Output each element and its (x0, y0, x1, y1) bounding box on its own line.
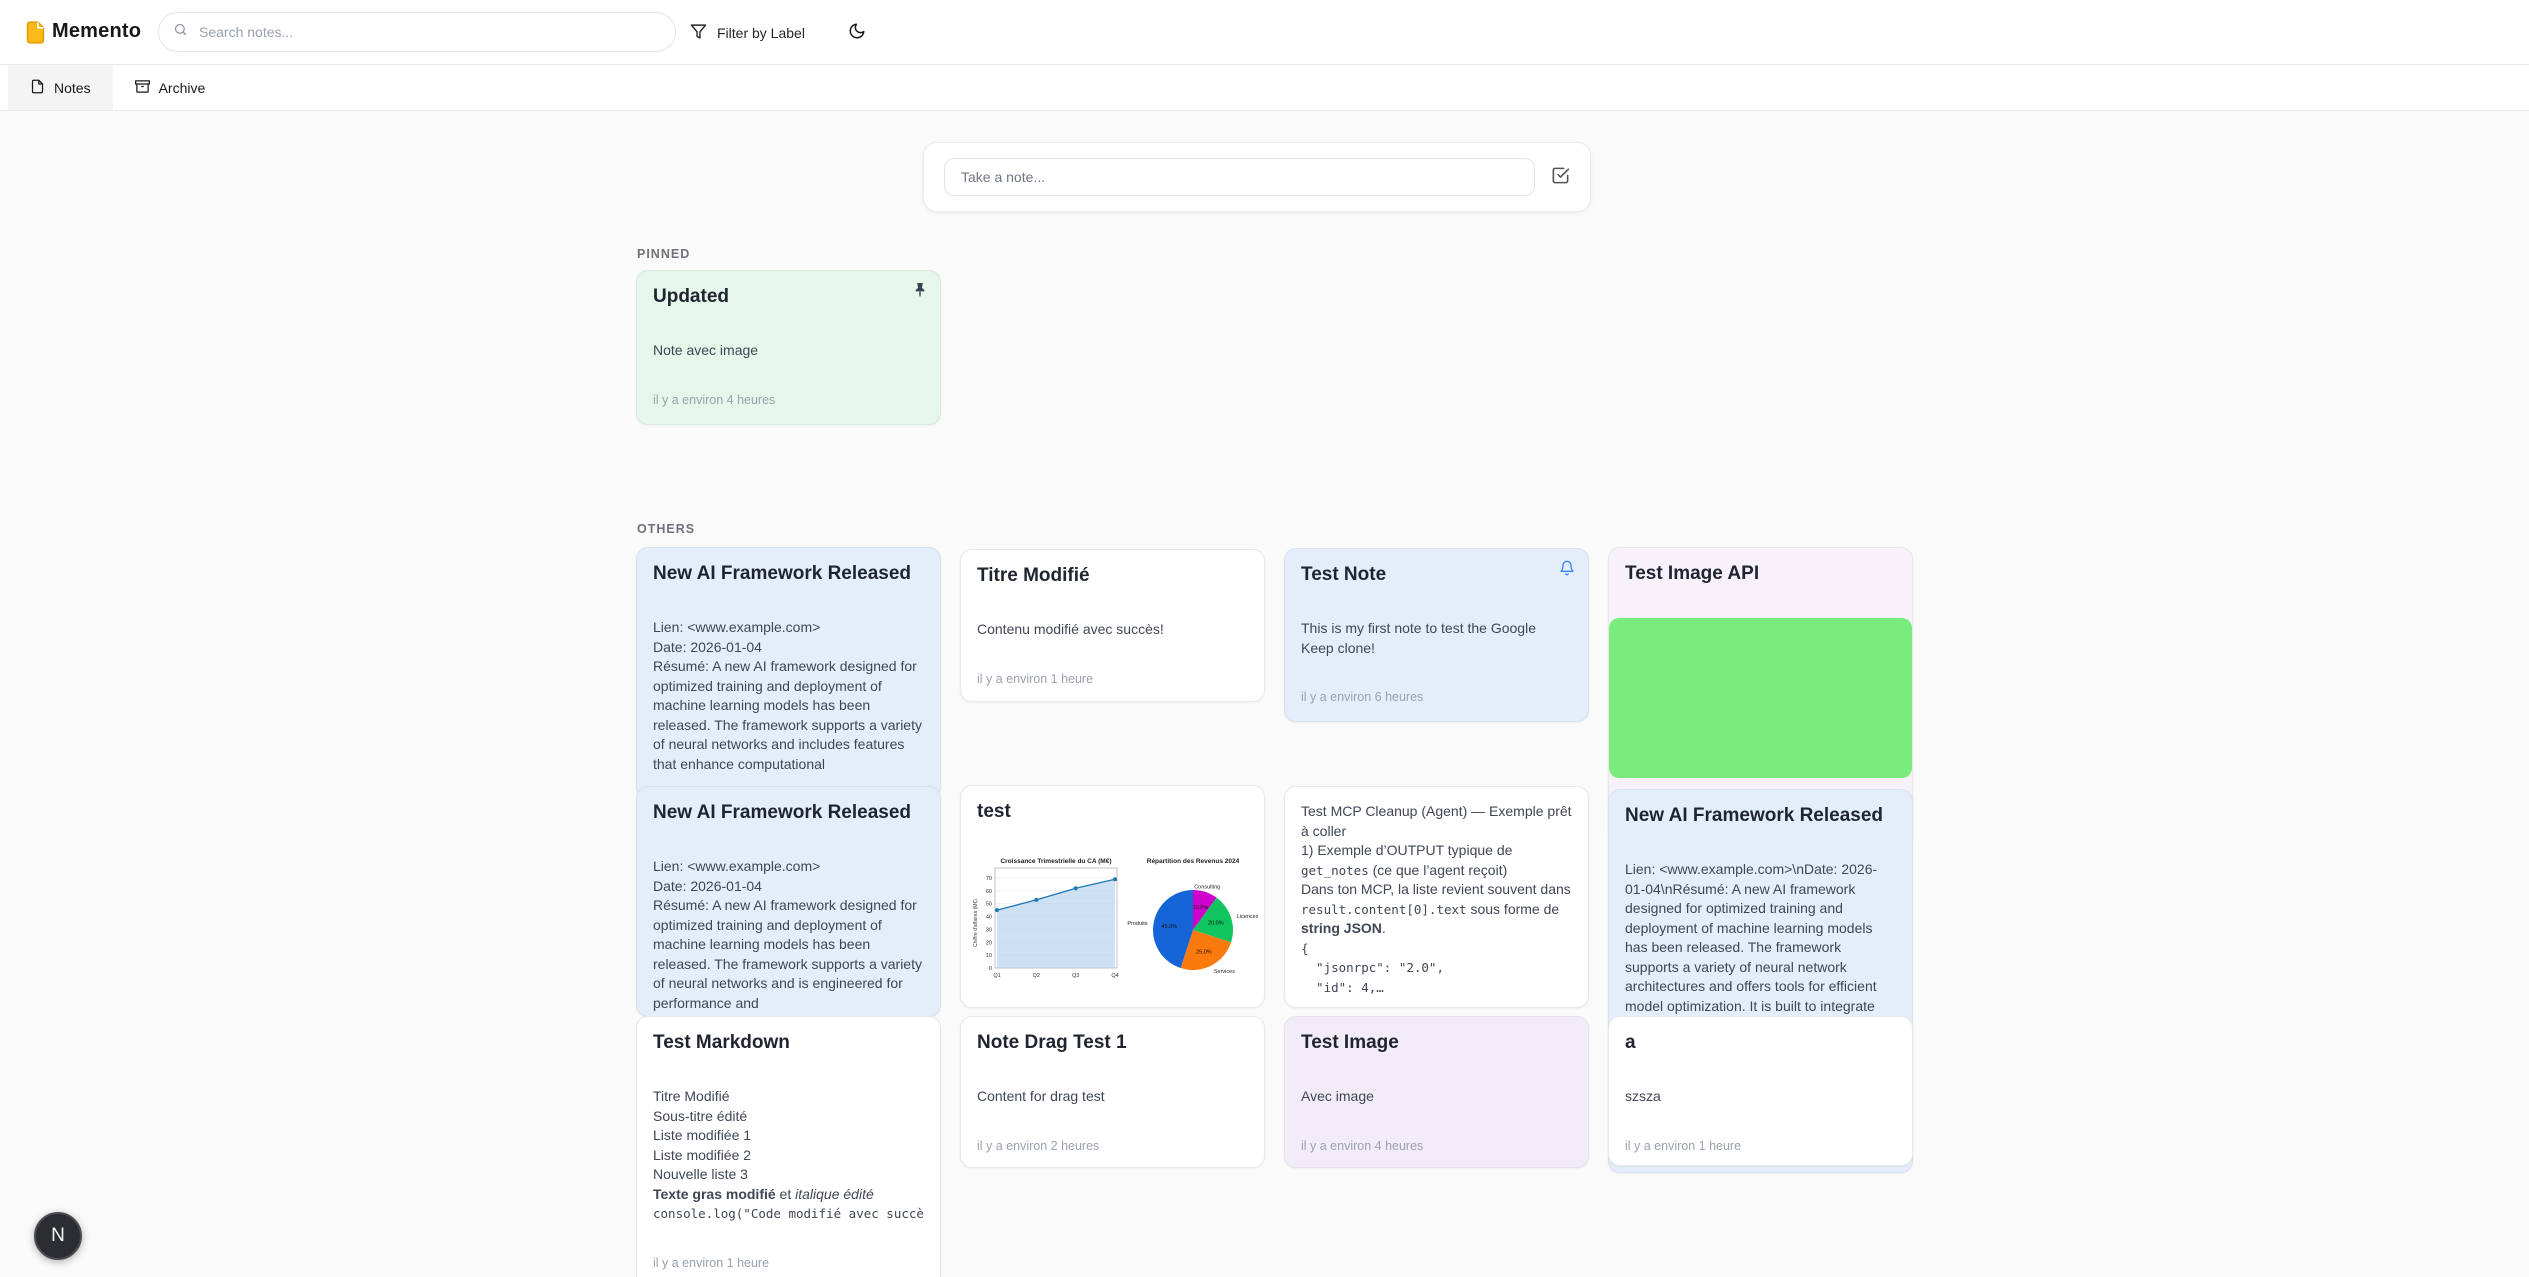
take-a-note-input[interactable] (959, 168, 1520, 186)
note-timestamp: il y a environ 1 heure (653, 1255, 770, 1270)
note-card-test-mcp-cleanup[interactable]: Test MCP Cleanup (Agent) — Exemple prêt … (1284, 786, 1589, 1008)
reminder-bell-icon (1559, 560, 1575, 581)
search-icon (173, 22, 188, 42)
note-content: Lien: <www.example.com> Date: 2026-01-04… (653, 619, 922, 772)
app-logo-file-icon (26, 21, 45, 49)
note-card-test-markdown[interactable]: Test Markdown Titre Modifié Sous-titre é… (636, 1016, 941, 1277)
note-title: test (977, 801, 1011, 822)
tab-archive[interactable]: Archive (113, 66, 228, 110)
note-card-note-drag-test[interactable]: Note Drag Test 1 Content for drag test i… (960, 1016, 1265, 1168)
note-card-test-charts[interactable]: test Croissance Trimestrielle du CA (M€)… (960, 785, 1265, 1008)
pin-icon[interactable] (913, 282, 927, 303)
svg-text:Q1: Q1 (993, 973, 1000, 979)
funnel-icon (690, 23, 707, 43)
note-title: New AI Framework Released (653, 802, 912, 823)
note-title: Test Markdown (653, 1032, 790, 1053)
svg-text:20: 20 (986, 940, 992, 946)
note-title: New AI Framework Released (1625, 805, 1884, 826)
note-image-green (1609, 618, 1912, 778)
others-section-label: OTHERS (637, 522, 696, 536)
note-content: Content for drag test (977, 1088, 1105, 1104)
svg-text:40: 40 (986, 915, 992, 921)
note-title: a (1625, 1032, 1636, 1053)
tab-notes[interactable]: Notes (8, 66, 113, 110)
note-content: Lien: <www.example.com> Date: 2026-01-04… (653, 858, 922, 1011)
svg-text:Q2: Q2 (1033, 973, 1040, 979)
svg-text:70: 70 (986, 876, 992, 882)
svg-text:Consulting: Consulting (1194, 884, 1220, 890)
note-timestamp: il y a environ 4 heures (1301, 1138, 1424, 1153)
search-box[interactable] (158, 12, 676, 52)
svg-text:Q3: Q3 (1072, 973, 1079, 979)
note-composer (923, 142, 1591, 212)
checkbox-icon (1551, 166, 1570, 188)
filter-by-label-button[interactable]: Filter by Label (690, 0, 805, 65)
take-a-note-field[interactable] (944, 158, 1535, 196)
note-card-titre-modifie[interactable]: Titre Modifié Contenu modifié avec succè… (960, 549, 1265, 702)
app-title: Memento (52, 20, 142, 42)
svg-text:Produits: Produits (1127, 921, 1147, 927)
note-timestamp: il y a environ 4 heures (653, 392, 776, 407)
svg-text:Répartition des Revenus 2024: Répartition des Revenus 2024 (1147, 858, 1240, 865)
note-card-updated[interactable]: Updated Note avec image il y a environ 4… (636, 270, 941, 425)
note-content: This is my first note to test the Google… (1301, 620, 1540, 656)
note-card-new-ai-framework-2[interactable]: New AI Framework Released Lien: <www.exa… (636, 786, 941, 1017)
note-content: Note avec image (653, 342, 759, 358)
note-title: Test Note (1301, 564, 1387, 585)
note-card-new-ai-framework-1[interactable]: New AI Framework Released Lien: <www.exa… (636, 547, 941, 799)
note-card-test-note[interactable]: Test Note This is my first note to test … (1284, 548, 1589, 722)
moon-icon (848, 23, 866, 44)
tab-notes-label: Notes (54, 80, 91, 96)
user-avatar[interactable]: N (34, 1212, 82, 1260)
search-input[interactable] (197, 23, 661, 41)
dark-mode-toggle[interactable] (848, 22, 870, 44)
svg-text:10: 10 (986, 953, 992, 959)
tab-archive-label: Archive (158, 80, 206, 96)
tab-bar: Notes Archive (0, 66, 2529, 111)
svg-text:20.0%: 20.0% (1208, 921, 1224, 927)
svg-text:25.0%: 25.0% (1196, 949, 1212, 955)
svg-text:60: 60 (986, 889, 992, 895)
svg-text:Croissance Trimestrielle du CA: Croissance Trimestrielle du CA (M€) (1000, 858, 1111, 865)
svg-text:Chiffre d'affaires (M€): Chiffre d'affaires (M€) (973, 899, 979, 947)
area-chart: Croissance Trimestrielle du CA (M€) 0 10 20… (973, 858, 1119, 979)
svg-text:Q4: Q4 (1111, 973, 1118, 979)
note-title: Test Image (1301, 1032, 1399, 1053)
svg-text:Services: Services (1214, 969, 1235, 975)
note-content: szsza (1625, 1088, 1661, 1104)
note-image-charts: Croissance Trimestrielle du CA (M€) 0 10 20… (969, 850, 1258, 990)
note-content: Titre Modifié Sous-titre édité Liste mod… (653, 1088, 924, 1221)
svg-text:10.0%: 10.0% (1193, 905, 1209, 911)
svg-text:0: 0 (989, 966, 992, 972)
svg-text:45.0%: 45.0% (1161, 924, 1177, 930)
note-title: Note Drag Test 1 (977, 1032, 1127, 1053)
note-title: Test Image API (1625, 563, 1760, 584)
filter-by-label-text: Filter by Label (717, 24, 805, 41)
header: Memento Filter by Label (0, 0, 2529, 65)
svg-text:50: 50 (986, 902, 992, 908)
new-checklist-button[interactable] (1551, 166, 1570, 188)
archive-box-icon (134, 79, 150, 97)
note-content: Test MCP Cleanup (Agent) — Exemple prêt … (1301, 803, 1572, 995)
note-timestamp: il y a environ 2 heures (977, 1138, 1100, 1153)
svg-text:30: 30 (986, 927, 992, 933)
note-timestamp: il y a environ 6 heures (1301, 690, 1424, 704)
note-title: Updated (653, 286, 729, 307)
note-file-icon (30, 79, 45, 97)
note-content: Avec image (1301, 1088, 1374, 1104)
note-card-test-image[interactable]: Test Image Avec image il y a environ 4 h… (1284, 1016, 1589, 1168)
note-title: Titre Modifié (977, 565, 1090, 586)
pie-chart: Répartition des Revenus 2024 10.0% Consult… (1127, 858, 1258, 975)
note-content: Lien: <www.example.com>\nDate: 2026-01-0… (1625, 861, 1881, 1014)
note-title: New AI Framework Released (653, 563, 912, 584)
note-card-a[interactable]: a szsza il y a environ 1 heure (1608, 1016, 1913, 1166)
note-timestamp: il y a environ 1 heure (1625, 1138, 1742, 1153)
note-timestamp: il y a environ 1 heure (977, 671, 1094, 686)
pinned-section-label: PINNED (637, 247, 691, 261)
svg-text:Licences: Licences (1237, 914, 1258, 920)
note-content: Contenu modifié avec succès! (977, 621, 1164, 637)
